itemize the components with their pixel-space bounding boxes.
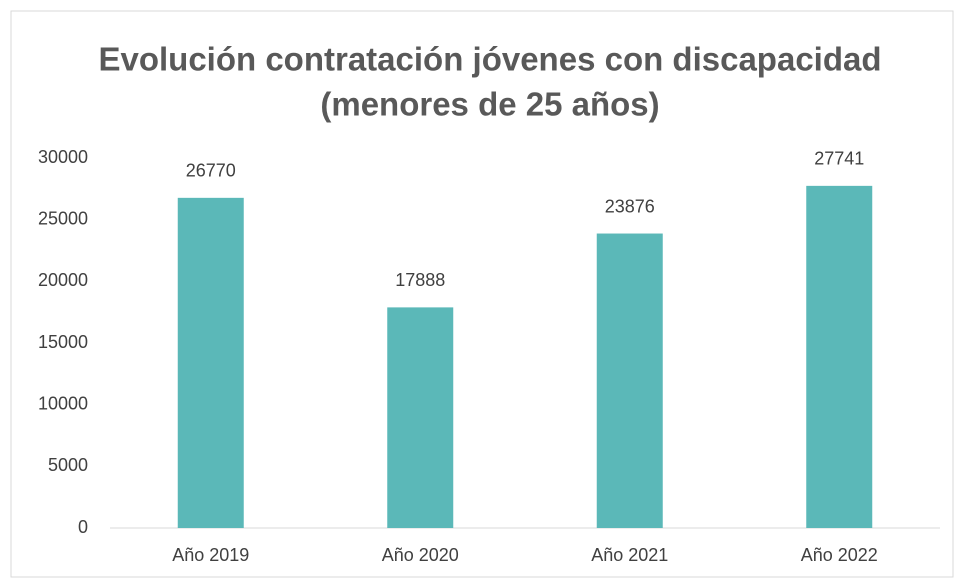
x-tick-label: Año 2019 — [172, 545, 249, 565]
bar — [806, 185, 873, 528]
chart-title: Evolución contratación jóvenes con disca… — [98, 41, 881, 78]
x-tick-label: Año 2022 — [801, 545, 878, 565]
data-label: 26770 — [186, 161, 236, 181]
y-tick-label: 15000 — [38, 332, 88, 352]
y-tick-label: 0 — [78, 517, 88, 537]
data-label: 27741 — [814, 149, 864, 169]
data-label: 17888 — [395, 270, 445, 290]
y-tick-label: 30000 — [38, 147, 88, 167]
bar — [596, 233, 663, 528]
bar — [177, 197, 244, 528]
y-tick-label: 10000 — [38, 393, 88, 413]
chart-border — [10, 10, 954, 578]
data-label: 23876 — [605, 196, 655, 216]
y-tick-label: 20000 — [38, 270, 88, 290]
x-tick-label: Año 2020 — [382, 545, 459, 565]
chart-title: (menores de 25 años) — [320, 86, 659, 123]
y-tick-label: 5000 — [48, 455, 88, 475]
y-tick-label: 25000 — [38, 208, 88, 228]
bar — [387, 307, 454, 528]
x-tick-label: Año 2021 — [591, 545, 668, 565]
